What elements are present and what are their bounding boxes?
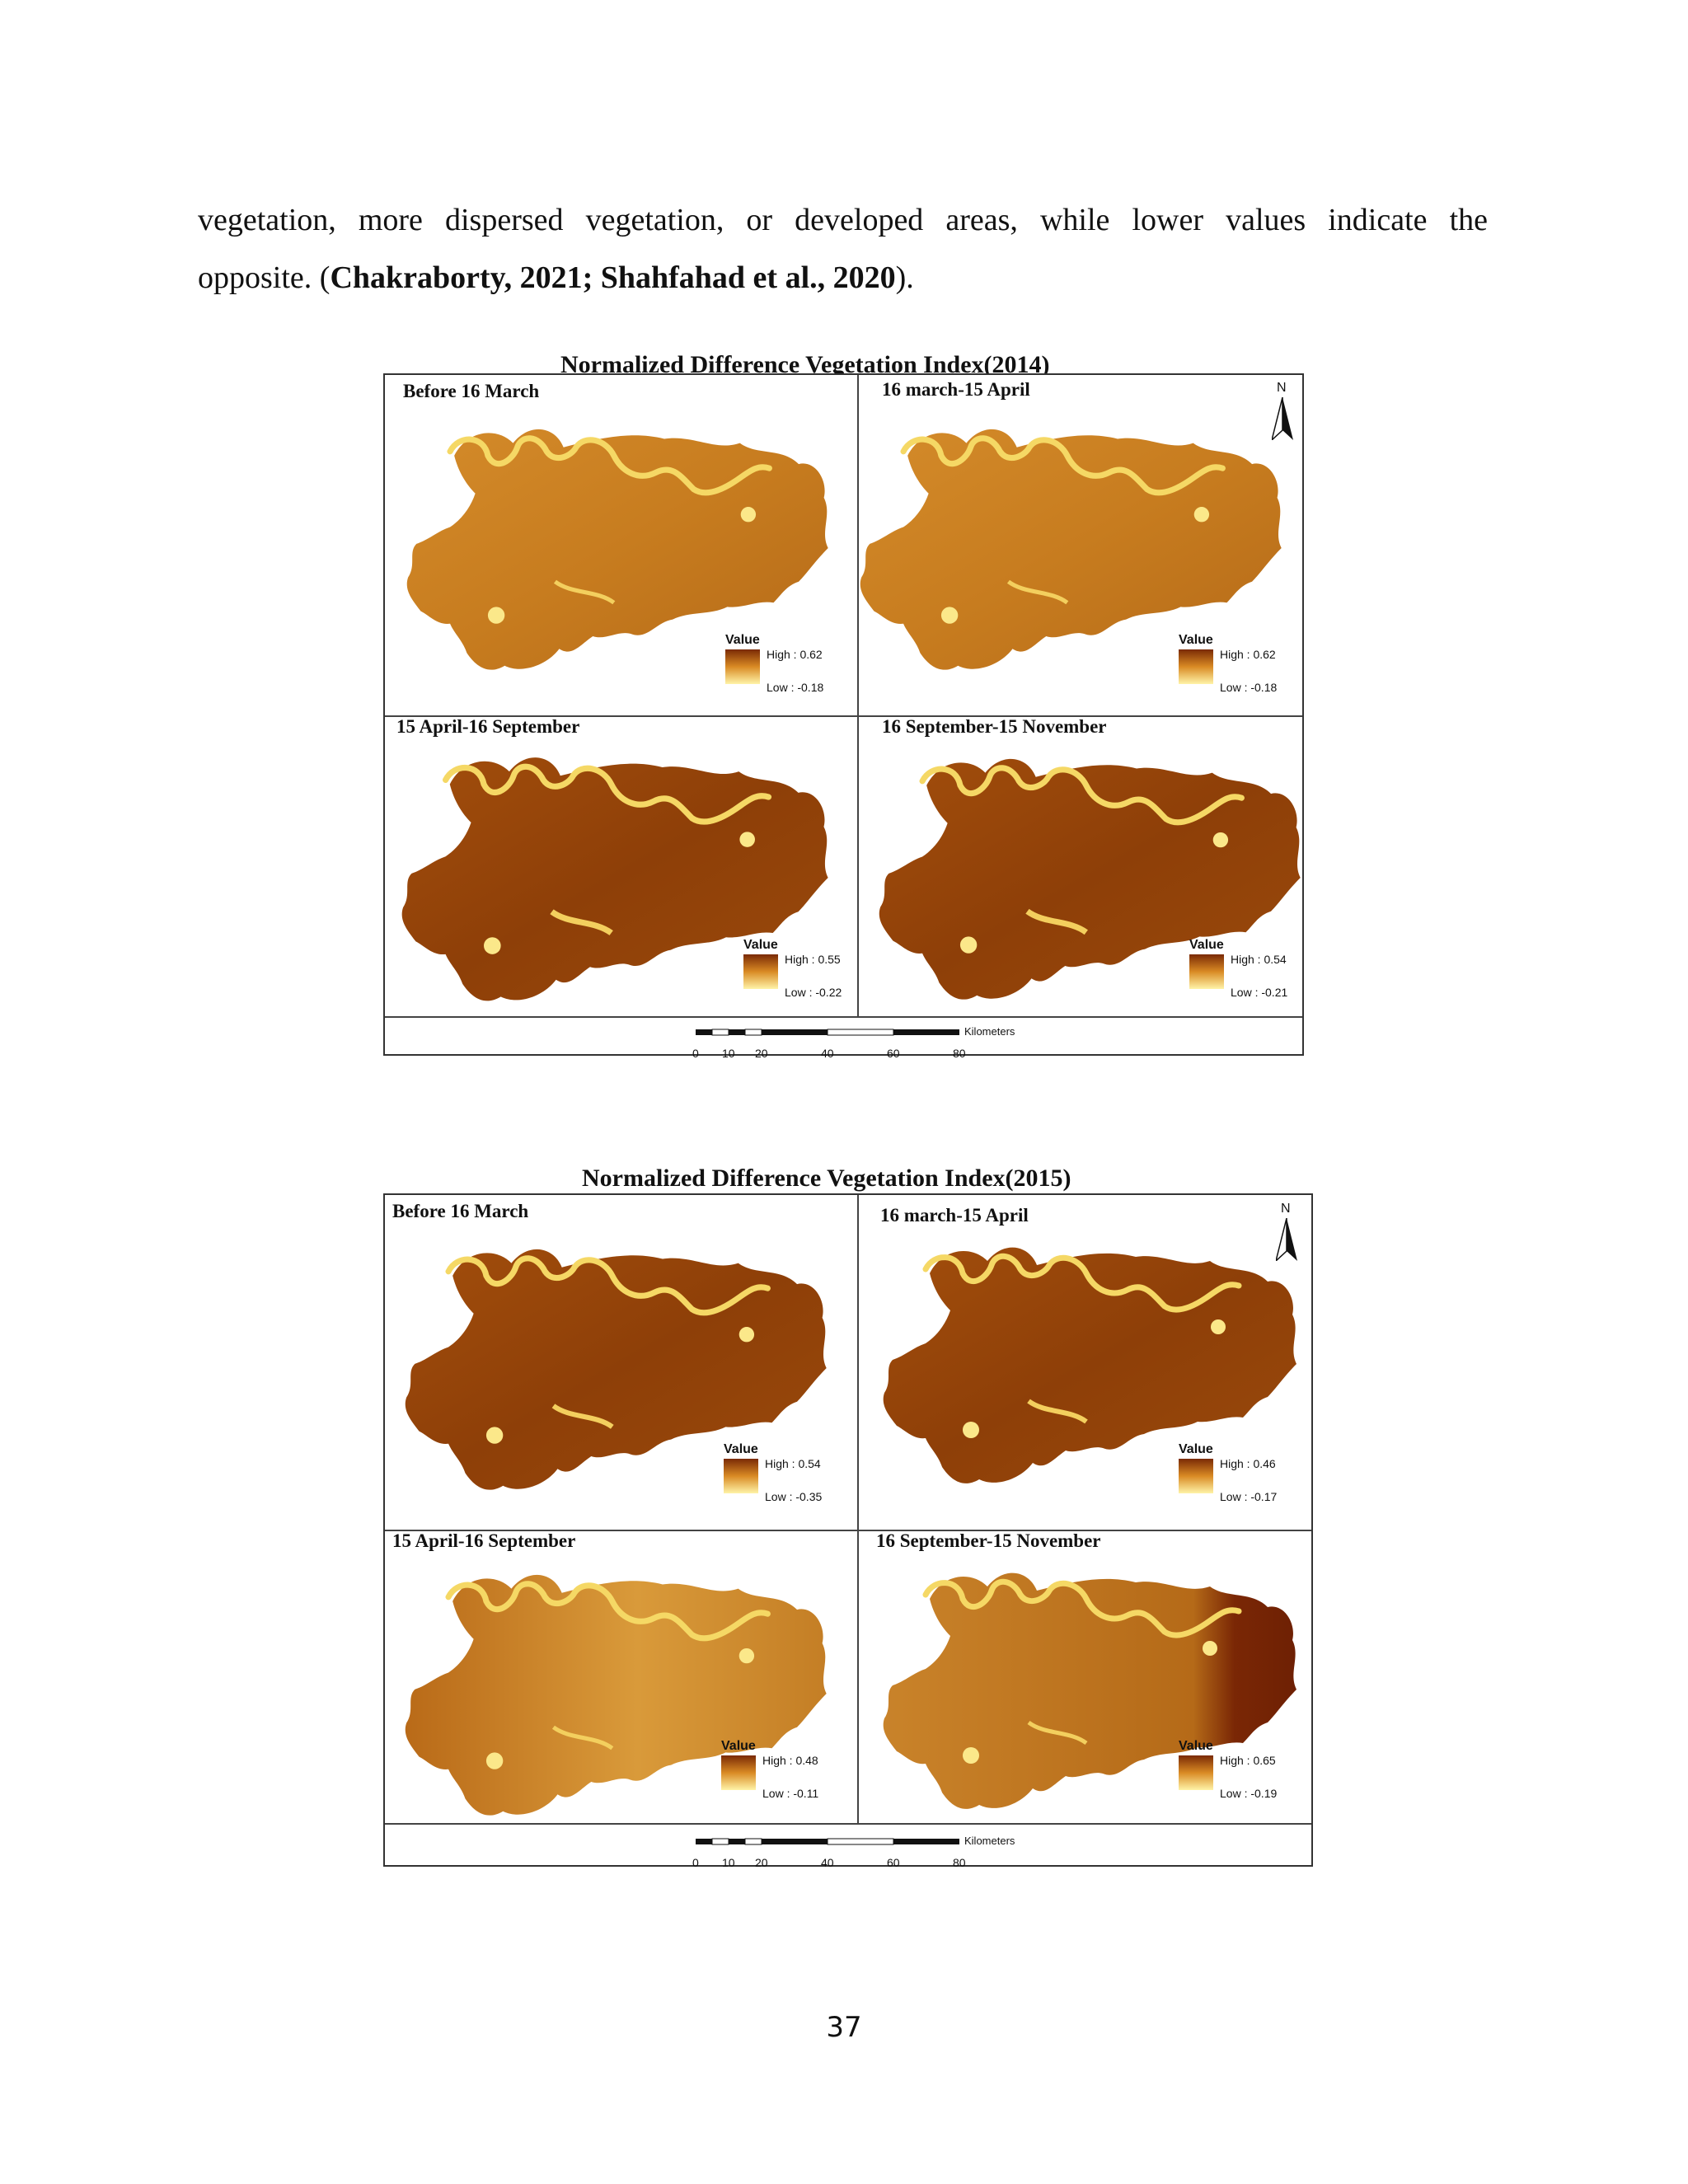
- scale-tick: 10: [722, 1047, 735, 1060]
- paragraph-line-2: opposite. (Chakraborty, 2021; Shahfahad …: [198, 260, 914, 295]
- panel-label: 15 April-16 September: [396, 716, 580, 737]
- legend-title: Value: [724, 1442, 758, 1456]
- panel-label: Before 16 March: [392, 1201, 529, 1221]
- color-ramp: [721, 1755, 756, 1790]
- scale-unit: Kilometers: [964, 1835, 1015, 1847]
- color-ramp: [725, 649, 760, 684]
- ndvi-map: [879, 758, 1301, 1000]
- legend-high: High : 0.65: [1220, 1754, 1276, 1767]
- legend-title: Value: [743, 938, 778, 952]
- legend-low: Low : -0.18: [1220, 681, 1278, 694]
- ndvi-map: [883, 1572, 1296, 1809]
- legend-low: Low : -0.11: [762, 1787, 819, 1800]
- ndvi-map: [405, 1249, 827, 1490]
- legend-high: High : 0.54: [1231, 953, 1287, 966]
- scale-tick: 40: [821, 1856, 834, 1869]
- scale-bar: 0 10 20 40 60 80 Kilometers: [692, 1025, 1022, 1066]
- color-ramp: [1179, 1755, 1213, 1790]
- panel-divider-vertical: [857, 375, 859, 1017]
- color-ramp: [1179, 1459, 1213, 1493]
- scale-tick: 40: [821, 1047, 834, 1060]
- legend-title: Value: [1189, 938, 1224, 952]
- color-ramp: [743, 954, 778, 989]
- scale-bar: 0 10 20 40 60 80 Kilometers: [692, 1835, 1022, 1875]
- legend-high: High : 0.54: [765, 1457, 821, 1470]
- body-paragraph: vegetation, more dispersed vegetation, o…: [198, 191, 1488, 307]
- paragraph-line-1: vegetation, more dispersed vegetation, o…: [198, 203, 1488, 237]
- color-ramp: [724, 1459, 758, 1493]
- figure-title: Normalized Difference Vegetation Index(2…: [582, 1165, 1071, 1192]
- legend-low: Low : -0.21: [1231, 986, 1288, 999]
- citation: Chakraborty, 2021; Shahfahad et al., 202…: [330, 260, 896, 295]
- panel-label: 15 April-16 September: [392, 1530, 576, 1551]
- ndvi-map: [405, 1574, 827, 1816]
- scalebar-divider: [385, 1016, 1302, 1018]
- panel-label: 16 march-15 April: [880, 1205, 1029, 1226]
- panel-label: 16 march-15 April: [882, 379, 1030, 400]
- legend-title: Value: [721, 1739, 756, 1753]
- scale-tick: 80: [953, 1047, 966, 1060]
- scale-tick: 20: [755, 1856, 768, 1869]
- legend-high: High : 0.46: [1220, 1457, 1276, 1470]
- panel-label: Before 16 March: [403, 381, 540, 401]
- ndvi-map: [883, 1247, 1296, 1483]
- scale-tick: 60: [887, 1856, 900, 1869]
- panel-divider-horizontal: [385, 1530, 1311, 1531]
- scale-tick: 80: [953, 1856, 966, 1869]
- legend-low: Low : -0.19: [1220, 1787, 1278, 1800]
- panel-label: 16 September-15 November: [882, 716, 1107, 737]
- legend-high: High : 0.55: [785, 953, 841, 966]
- legend-low: Low : -0.17: [1220, 1490, 1278, 1503]
- scale-tick: 60: [887, 1047, 900, 1060]
- legend-high: High : 0.62: [767, 648, 823, 661]
- ndvi-map: [860, 429, 1282, 670]
- north-label: N: [1281, 1202, 1291, 1216]
- legend-low: Low : -0.22: [785, 986, 842, 999]
- scale-unit: Kilometers: [964, 1025, 1015, 1038]
- legend-title: Value: [1179, 633, 1213, 647]
- legend-high: High : 0.48: [762, 1754, 818, 1767]
- legend-high: High : 0.62: [1220, 648, 1276, 661]
- panel-divider-vertical: [857, 1195, 859, 1824]
- ndvi-map: [406, 429, 828, 670]
- page-number: 37: [826, 2011, 862, 2044]
- legend-title: Value: [725, 633, 760, 647]
- legend-title: Value: [1179, 1442, 1213, 1456]
- scalebar-divider: [385, 1823, 1311, 1825]
- scale-tick: 20: [755, 1047, 768, 1060]
- legend-title: Value: [1179, 1739, 1213, 1753]
- panel-label: 16 September-15 November: [876, 1530, 1101, 1551]
- scale-tick: 0: [692, 1047, 699, 1060]
- color-ramp: [1189, 954, 1224, 989]
- scale-tick: 0: [692, 1856, 699, 1869]
- north-arrow-icon: [1272, 397, 1293, 440]
- scale-bar-graphic: [696, 1029, 959, 1036]
- legend-low: Low : -0.35: [765, 1490, 823, 1503]
- panel-divider-horizontal: [385, 715, 1302, 717]
- color-ramp: [1179, 649, 1213, 684]
- north-arrow-icon: [1276, 1218, 1297, 1261]
- ndvi-map: [401, 757, 828, 1001]
- legend-low: Low : -0.18: [767, 681, 824, 694]
- scale-bar-graphic: [696, 1838, 959, 1845]
- scale-tick: 10: [722, 1856, 735, 1869]
- north-label: N: [1277, 381, 1287, 395]
